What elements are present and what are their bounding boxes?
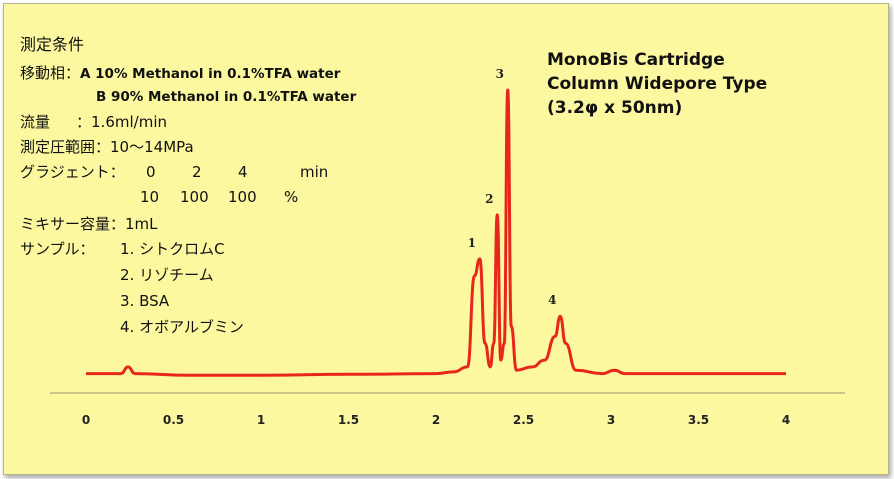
gradient-percent-0: 10 xyxy=(140,188,160,206)
trace-line xyxy=(85,88,786,377)
x-tick-label: 3 xyxy=(607,413,615,427)
x-tick-label: 4 xyxy=(782,413,790,427)
mixer-label: ミキサー容量： xyxy=(20,215,126,233)
gradient-label: グラジェント： xyxy=(20,163,125,181)
pressure-value: 10～14MPa xyxy=(110,138,194,156)
mobile-phase-a-row: 移動相：A 10% Methanol in 0.1%TFA water xyxy=(20,63,340,85)
sample-3: 3. BSA xyxy=(120,292,170,310)
column-title: MonoBis Cartridge Column Widepore Type (… xyxy=(547,48,767,120)
x-tick-label: 3.5 xyxy=(688,413,709,427)
mobile-phase-a: A 10% Methanol in 0.1%TFA water xyxy=(80,66,341,82)
sample-4: 4. オボアルブミン xyxy=(120,318,244,336)
gradient-percent-2: 100 xyxy=(228,188,257,206)
x-tick-label: 1 xyxy=(257,413,265,427)
peak-labels: 1 2 3 4 xyxy=(468,67,557,307)
x-axis: 0 0.5 1 1.5 2 2.5 3 3.5 4 xyxy=(50,392,845,427)
chart-panel xyxy=(3,3,889,475)
flow-value: ：1.6ml/min xyxy=(76,113,167,131)
peak-label: 2 xyxy=(485,192,493,206)
gradient-percent-unit: % xyxy=(284,188,299,206)
pressure-label: 測定圧範囲： xyxy=(20,138,111,156)
peak-label: 3 xyxy=(496,67,504,81)
x-tick-label: 0 xyxy=(82,413,90,427)
sample-label: サンプル： xyxy=(20,240,95,258)
gradient-percent-1: 100 xyxy=(180,188,209,206)
chromatogram-trace xyxy=(85,88,786,377)
pressure-row: 測定圧範囲：10～14MPa xyxy=(20,137,194,158)
flow-row: 流量 ：1.6ml/min xyxy=(20,112,167,133)
conditions-heading: 測定条件 xyxy=(20,35,85,54)
gradient-time-0: 0 xyxy=(146,163,156,181)
gradient-time-1: 2 xyxy=(192,163,202,181)
gradient-time-2: 4 xyxy=(238,163,248,181)
column-title-line-2: Column Widepore Type xyxy=(547,74,768,94)
column-title-line-1: MonoBis Cartridge xyxy=(547,50,725,70)
gradient-time-unit: min xyxy=(300,163,329,181)
x-tick-label: 0.5 xyxy=(163,413,184,427)
mixer-row: ミキサー容量：1mL xyxy=(20,214,158,235)
x-tick-label: 2 xyxy=(432,413,440,427)
sample-2: 2. リゾチーム xyxy=(120,266,214,284)
peak-label: 1 xyxy=(468,236,476,250)
flow-label: 流量 xyxy=(20,113,51,131)
x-tick-label: 2.5 xyxy=(513,413,534,427)
mobile-phase-b: B 90% Methanol in 0.1%TFA water xyxy=(96,89,357,105)
sample-1: 1. シトクロムC xyxy=(120,240,225,258)
mobile-phase-label: 移動相： xyxy=(20,64,81,82)
mixer-value: 1mL xyxy=(125,215,158,233)
column-title-line-3: (3.2φ x 50nm) xyxy=(547,98,683,118)
peak-label: 4 xyxy=(548,293,556,307)
x-tick-label: 1.5 xyxy=(338,413,359,427)
